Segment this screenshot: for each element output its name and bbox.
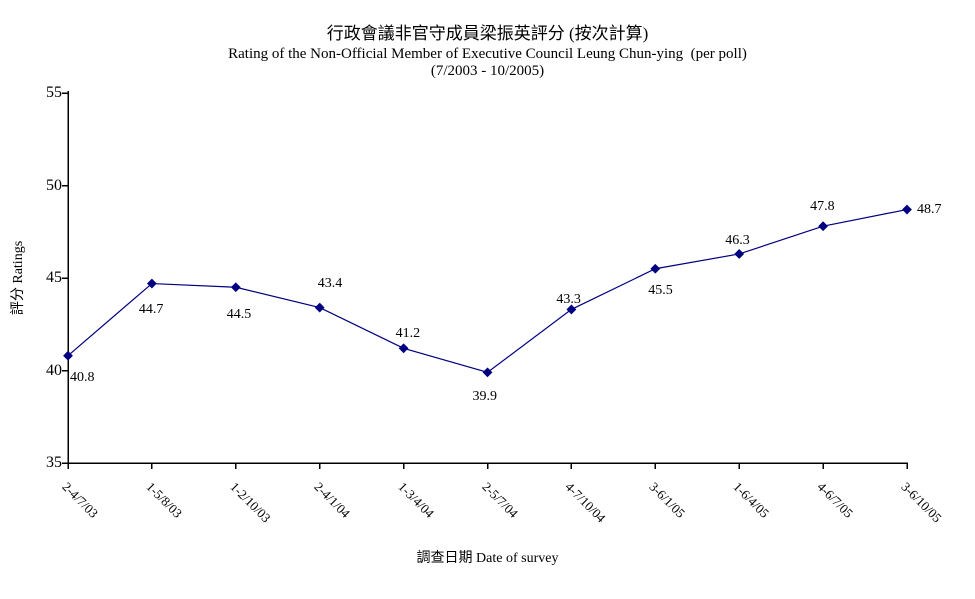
data-point-marker: [230, 282, 241, 293]
chart-title-english: Rating of the Non-Official Member of Exe…: [228, 46, 747, 62]
chart-title-date-range: (7/2003 - 10/2005): [430, 63, 545, 79]
data-point-marker: [63, 350, 73, 361]
data-point-marker: [902, 204, 912, 215]
data-point-marker: [650, 263, 661, 274]
data-point-marker: [398, 343, 409, 354]
data-point-marker: [818, 221, 829, 232]
data-point-marker: [566, 304, 577, 315]
axis-lines: [67, 91, 908, 464]
data-point-marker: [482, 367, 493, 378]
data-point-marker: [314, 302, 325, 313]
series-line: [67, 208, 908, 374]
data-point-marker: [734, 249, 745, 259]
data-point-marker: [146, 278, 157, 289]
chart-title-chinese: 行政會議非官守成員梁振英評分 (按次計算): [326, 24, 649, 43]
x-axis-title: 調查日期 Date of survey: [416, 551, 559, 566]
